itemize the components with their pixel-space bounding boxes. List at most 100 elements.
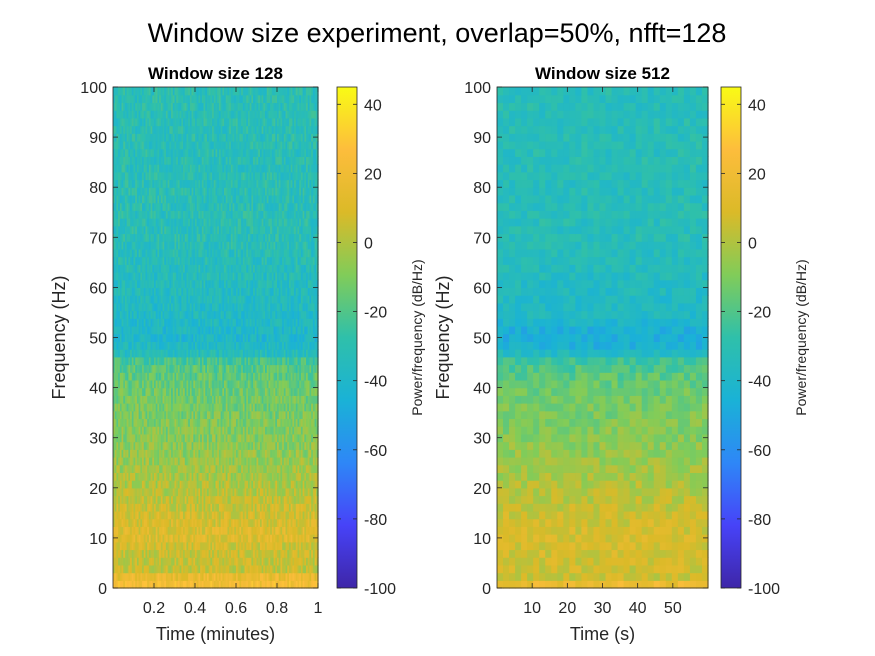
spectrogram-cell: [188, 572, 191, 581]
spectrogram-cell: [230, 372, 234, 381]
spectrogram-cell: [270, 318, 273, 327]
spectrogram-cell: [172, 480, 176, 489]
spectrogram-cell: [218, 318, 222, 327]
spectrogram-cell: [142, 464, 145, 473]
spectrogram-cell: [206, 341, 210, 350]
spectrogram-cell: [220, 464, 223, 473]
spectrogram-cell: [145, 580, 148, 589]
spectrogram-cell: [162, 487, 165, 497]
spectrogram-cell: [136, 456, 140, 466]
spectrogram-cell: [224, 503, 227, 512]
spectrogram-cell: [316, 318, 319, 327]
spectrogram-cell: [164, 318, 167, 327]
spectrogram-cell: [131, 325, 135, 335]
spectrogram-cell: [124, 534, 128, 543]
spectrogram-cell: [275, 572, 278, 581]
spectrogram-cell: [290, 518, 293, 527]
spectrogram-cell: [184, 456, 188, 466]
spectrogram-cell: [224, 518, 227, 527]
spectrogram-cell: [154, 395, 157, 404]
spectrogram-cell: [135, 464, 138, 473]
spectrogram-cell: [309, 549, 312, 558]
spectrogram-cell: [294, 302, 297, 312]
spectrogram-cell: [222, 510, 225, 520]
spectrogram-cell: [205, 372, 208, 381]
spectrogram-cell: [135, 433, 138, 443]
spectrogram-cell: [278, 387, 282, 396]
spectrogram-cell: [147, 572, 150, 581]
spectrogram-cell: [258, 418, 261, 427]
spectrogram-cell: [133, 503, 136, 512]
spectrogram-cell: [285, 480, 288, 489]
spectrogram-cell: [116, 418, 119, 427]
spectrogram-cell: [307, 379, 311, 389]
spectrogram-cell: [191, 472, 194, 481]
spectrogram-cell: [270, 364, 273, 373]
spectrogram-cell: [177, 395, 181, 404]
spectrogram-cell: [186, 310, 189, 319]
spectrogram-cell: [256, 541, 259, 551]
spectrogram-cell: [183, 534, 186, 543]
spectrogram-cell: [128, 456, 131, 466]
spectrogram-cell: [263, 387, 266, 396]
spectrogram-cell: [236, 534, 239, 543]
spectrogram-cell: [275, 503, 278, 512]
spectrogram-cell: [215, 572, 218, 581]
spectrogram-cell: [280, 510, 283, 520]
spectrogram-cell: [162, 379, 165, 389]
spectrogram-cell: [275, 410, 278, 420]
spectrogram-cell: [287, 495, 290, 504]
spectrogram-cell: [130, 449, 133, 458]
spectrogram-cell: [297, 557, 300, 566]
spectrogram-cell: [159, 372, 162, 381]
spectrogram-cell: [135, 418, 138, 427]
spectrogram-cell: [191, 510, 194, 520]
spectrogram-cell: [302, 356, 305, 366]
spectrogram-cell: [244, 510, 247, 520]
spectrogram-cell: [138, 526, 141, 535]
spectrogram-cell: [230, 318, 234, 327]
spectrogram-cell: [215, 449, 218, 458]
spectrogram-cell: [210, 325, 213, 335]
spectrogram-cell: [265, 403, 268, 412]
spectrogram-cell: [234, 310, 237, 319]
spectrogram-cell: [176, 395, 179, 404]
spectrogram-cell: [133, 449, 136, 458]
spectrogram-cell: [179, 534, 182, 543]
spectrogram-cell: [131, 302, 135, 312]
spectrogram-cell: [147, 564, 150, 574]
spectrogram-cell: [142, 456, 145, 466]
spectrogram-cell: [130, 503, 133, 512]
spectrogram-cell: [184, 495, 188, 504]
spectrogram-cell: [249, 302, 252, 312]
spectrogram-cell: [186, 410, 189, 420]
spectrogram-cell: [195, 410, 198, 420]
spectrogram-cell: [177, 418, 181, 427]
spectrogram-cell: [169, 333, 172, 342]
spectrogram-cell: [290, 395, 293, 404]
spectrogram-cell: [283, 364, 287, 373]
spectrogram-cell: [198, 564, 201, 574]
spectrogram-cell: [229, 372, 232, 381]
spectrogram-cell: [159, 472, 162, 481]
spectrogram-cell: [287, 349, 290, 358]
spectrogram-cell: [201, 564, 205, 574]
spectrogram-cell: [307, 495, 311, 504]
spectrogram-cell: [259, 310, 263, 319]
spectrogram-cell: [306, 302, 309, 312]
spectrogram-cell: [283, 580, 287, 589]
spectrogram-cell: [247, 472, 251, 481]
spectrogram-cell: [297, 464, 300, 473]
spectrogram-cell: [138, 356, 141, 366]
spectrogram-cell: [304, 480, 307, 489]
spectrogram-cell: [198, 572, 201, 581]
spectrogram-cell: [177, 372, 181, 381]
spectrogram-cell: [150, 541, 153, 551]
spectrogram-cell: [307, 441, 311, 450]
spectrogram-cell: [294, 495, 297, 504]
spectrogram-cell: [239, 356, 242, 366]
spectrogram-cell: [287, 572, 290, 581]
spectrogram-cell: [290, 333, 293, 342]
spectrogram-cell: [300, 349, 304, 358]
spectrogram-cell: [193, 356, 196, 366]
